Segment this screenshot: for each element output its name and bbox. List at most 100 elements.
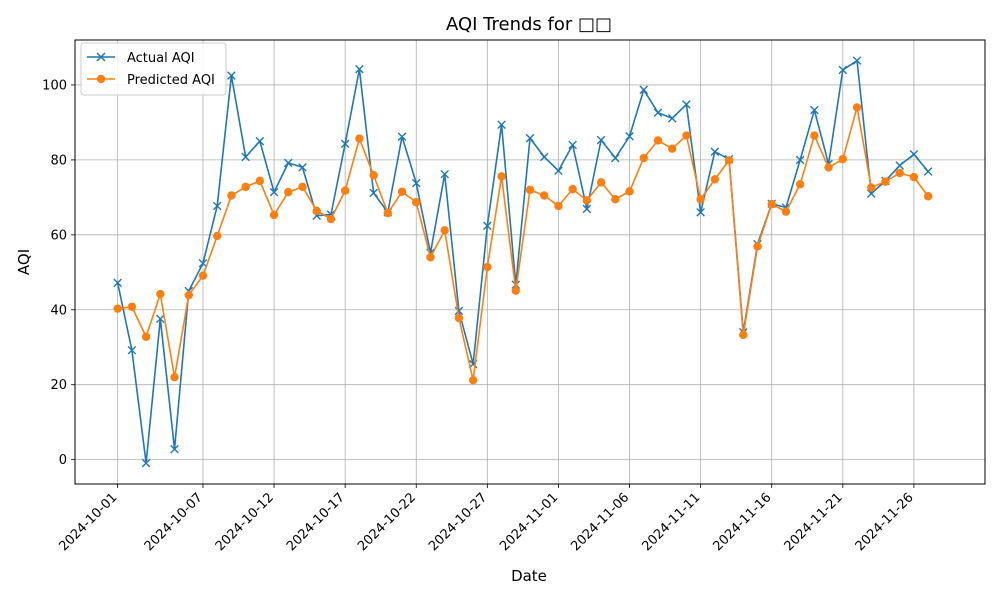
data-point-predicted bbox=[611, 195, 620, 204]
data-point-actual bbox=[568, 140, 577, 150]
data-point-actual bbox=[525, 133, 535, 143]
data-point-predicted bbox=[184, 290, 193, 300]
data-point-actual bbox=[653, 108, 663, 117]
data-point-predicted bbox=[227, 191, 236, 200]
data-point-predicted bbox=[212, 231, 222, 241]
y-tick-label: 100 bbox=[42, 78, 67, 93]
data-point-actual bbox=[269, 187, 279, 197]
data-point-actual bbox=[411, 178, 421, 188]
data-point-predicted bbox=[767, 199, 776, 209]
data-point-actual bbox=[554, 166, 563, 176]
data-point-predicted bbox=[198, 271, 208, 280]
y-tick-label: 40 bbox=[50, 303, 67, 318]
data-point-predicted bbox=[824, 163, 833, 172]
series-predicted bbox=[113, 103, 933, 385]
data-point-predicted bbox=[454, 313, 464, 323]
data-point-predicted bbox=[596, 178, 606, 187]
series-line-predicted bbox=[117, 106, 929, 382]
data-point-predicted bbox=[867, 183, 876, 192]
data-point-actual bbox=[582, 204, 592, 214]
data-point-actual bbox=[355, 64, 364, 74]
y-tick-label: 20 bbox=[50, 378, 67, 393]
data-point-actual bbox=[667, 114, 677, 123]
data-point-predicted bbox=[895, 168, 904, 178]
data-point-predicted bbox=[412, 198, 421, 207]
data-point-predicted bbox=[113, 304, 122, 313]
y-tick-label: 80 bbox=[50, 153, 67, 168]
data-point-predicted bbox=[810, 131, 819, 140]
x-axis-label: Date bbox=[511, 567, 547, 585]
data-point-actual bbox=[113, 278, 122, 288]
data-point-predicted bbox=[568, 184, 577, 194]
data-point-predicted bbox=[497, 172, 506, 181]
data-point-predicted bbox=[298, 182, 307, 192]
data-point-actual bbox=[198, 259, 208, 268]
data-point-predicted bbox=[468, 376, 478, 385]
data-point-actual bbox=[625, 131, 634, 141]
data-point-predicted bbox=[340, 186, 350, 195]
data-point-predicted bbox=[795, 180, 805, 189]
chart-title: AQI Trends for □□ bbox=[446, 14, 612, 35]
data-point-actual bbox=[696, 208, 705, 217]
data-point-predicted bbox=[483, 262, 492, 272]
data-point-predicted bbox=[156, 289, 165, 299]
data-point-predicted bbox=[426, 253, 435, 262]
data-point-actual bbox=[298, 163, 307, 172]
data-point-predicted bbox=[781, 207, 791, 216]
data-point-actual bbox=[866, 189, 876, 198]
data-point-predicted bbox=[667, 144, 677, 153]
data-point-predicted bbox=[355, 134, 364, 143]
data-point-predicted bbox=[724, 156, 734, 165]
data-point-predicted bbox=[127, 302, 137, 311]
data-point-actual bbox=[909, 149, 919, 159]
data-point-predicted bbox=[269, 210, 279, 220]
data-point-predicted bbox=[909, 172, 919, 182]
data-point-predicted bbox=[397, 187, 407, 196]
data-point-actual bbox=[810, 105, 819, 115]
series-line-actual bbox=[116, 59, 929, 464]
legend-label-actual: Actual AQI bbox=[127, 51, 195, 66]
grid-lines bbox=[75, 40, 985, 484]
data-point-predicted bbox=[838, 154, 848, 164]
data-point-actual bbox=[397, 132, 407, 141]
legend-label-predicted: Predicted AQI bbox=[127, 73, 215, 88]
data-point-predicted bbox=[383, 208, 393, 218]
data-point-predicted bbox=[682, 131, 691, 140]
data-point-actual bbox=[454, 306, 464, 316]
data-point-actual bbox=[170, 444, 179, 454]
data-point-actual bbox=[852, 56, 862, 65]
y-tick-label: 60 bbox=[50, 228, 67, 243]
data-point-predicted bbox=[141, 332, 151, 341]
legend: Actual AQI Predicted AQI bbox=[80, 42, 227, 96]
data-point-predicted bbox=[312, 206, 321, 216]
data-point-actual bbox=[895, 161, 904, 170]
data-point-actual bbox=[923, 167, 933, 176]
data-point-actual bbox=[255, 136, 265, 146]
data-point-predicted bbox=[852, 103, 862, 112]
data-point-predicted bbox=[241, 182, 250, 192]
plot-frame bbox=[74, 39, 986, 485]
data-point-predicted bbox=[255, 176, 265, 186]
data-point-predicted bbox=[710, 175, 720, 184]
data-point-actual bbox=[141, 458, 151, 468]
data-point-predicted bbox=[625, 187, 634, 196]
data-point-actual bbox=[838, 65, 848, 75]
data-point-actual bbox=[611, 153, 620, 163]
data-point-predicted bbox=[554, 201, 563, 211]
legend-marker-predicted bbox=[96, 74, 106, 84]
data-point-actual bbox=[340, 139, 350, 149]
data-point-predicted bbox=[170, 373, 179, 382]
data-point-predicted bbox=[696, 195, 705, 204]
data-point-actual bbox=[156, 314, 165, 324]
y-tick-label: 0 bbox=[59, 453, 67, 468]
data-point-actual bbox=[483, 221, 492, 231]
data-point-actual bbox=[497, 120, 506, 129]
data-point-predicted bbox=[582, 196, 592, 205]
legend-marker-actual bbox=[96, 52, 106, 62]
data-point-actual bbox=[710, 147, 720, 156]
data-point-predicted bbox=[369, 171, 378, 180]
data-point-predicted bbox=[639, 153, 648, 163]
data-point-predicted bbox=[284, 187, 293, 197]
data-point-actual bbox=[212, 201, 222, 211]
